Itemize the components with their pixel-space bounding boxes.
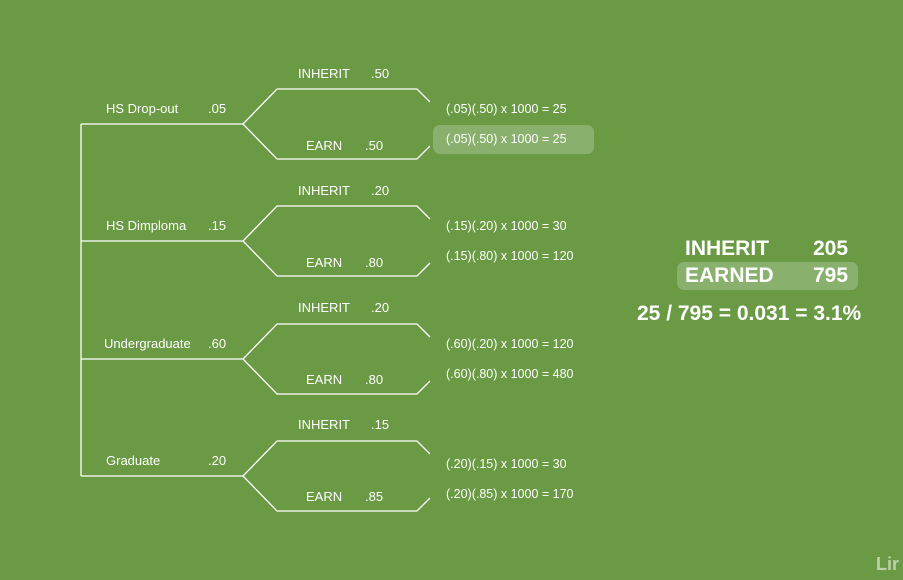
inherit-prob-2: .20 (371, 183, 390, 198)
summary-inherit-value: 205 (813, 237, 849, 260)
branch-name-1: HS Drop-out (106, 101, 179, 116)
inherit-label-4: INHERIT (298, 417, 350, 432)
highlight-earn-calc-1 (433, 125, 594, 154)
inherit-label-2: INHERIT (298, 183, 350, 198)
highlight-earned-row (677, 262, 858, 290)
earn-line-4 (242, 475, 431, 512)
earn-label-4: EARN (306, 489, 343, 504)
earn-line-3 (242, 358, 431, 395)
earn-label-1: EARN (306, 138, 343, 153)
earn-calc-2: (.15)(.80) x 1000 = 120 (446, 249, 574, 263)
inherit-prob-4: .15 (371, 417, 390, 432)
branch-name-3: Undergraduate (104, 336, 191, 351)
inherit-calc-4: (.20)(.15) x 1000 = 30 (446, 457, 567, 471)
earn-line-1 (242, 123, 431, 160)
earn-prob-2: .80 (365, 255, 384, 270)
inherit-label-1: INHERIT (298, 66, 350, 81)
summary-inherit-label: INHERIT (685, 237, 769, 260)
inherit-line-1 (242, 88, 431, 125)
inherit-line-2 (242, 205, 431, 242)
branch-prob-1: .05 (208, 101, 227, 116)
earn-prob-4: .85 (365, 489, 384, 504)
earn-label-2: EARN (306, 255, 343, 270)
earn-prob-1: .50 (365, 138, 384, 153)
branch-prob-4: .20 (208, 453, 227, 468)
earn-calc-4: (.20)(.85) x 1000 = 170 (446, 487, 574, 501)
branch-prob-3: .60 (208, 336, 227, 351)
summary-earned-value: 795 (813, 264, 849, 287)
branch-name-4: Graduate (106, 453, 161, 468)
inherit-line-3 (242, 323, 431, 360)
summary-formula: 25 / 795 = 0.031 = 3.1% (637, 302, 862, 325)
earn-calc-1: (.05)(.50) x 1000 = 25 (446, 132, 567, 146)
inherit-prob-1: .50 (371, 66, 390, 81)
inherit-calc-3: (.60)(.20) x 1000 = 120 (446, 337, 574, 351)
summary-earned-label: EARNED (685, 264, 774, 287)
watermark-logo: Lir (876, 554, 900, 574)
earn-prob-3: .80 (365, 372, 384, 387)
branch-prob-2: .15 (208, 218, 227, 233)
earn-line-2 (242, 240, 431, 277)
inherit-line-4 (242, 440, 431, 477)
branch-name-2: HS Dimploma (106, 218, 187, 233)
earn-calc-3: (.60)(.80) x 1000 = 480 (446, 367, 574, 381)
earn-label-3: EARN (306, 372, 343, 387)
inherit-calc-2: (.15)(.20) x 1000 = 30 (446, 219, 567, 233)
inherit-calc-1: (.05)(.50) x 1000 = 25 (446, 102, 567, 116)
inherit-label-3: INHERIT (298, 300, 350, 315)
inherit-prob-3: .20 (371, 300, 390, 315)
